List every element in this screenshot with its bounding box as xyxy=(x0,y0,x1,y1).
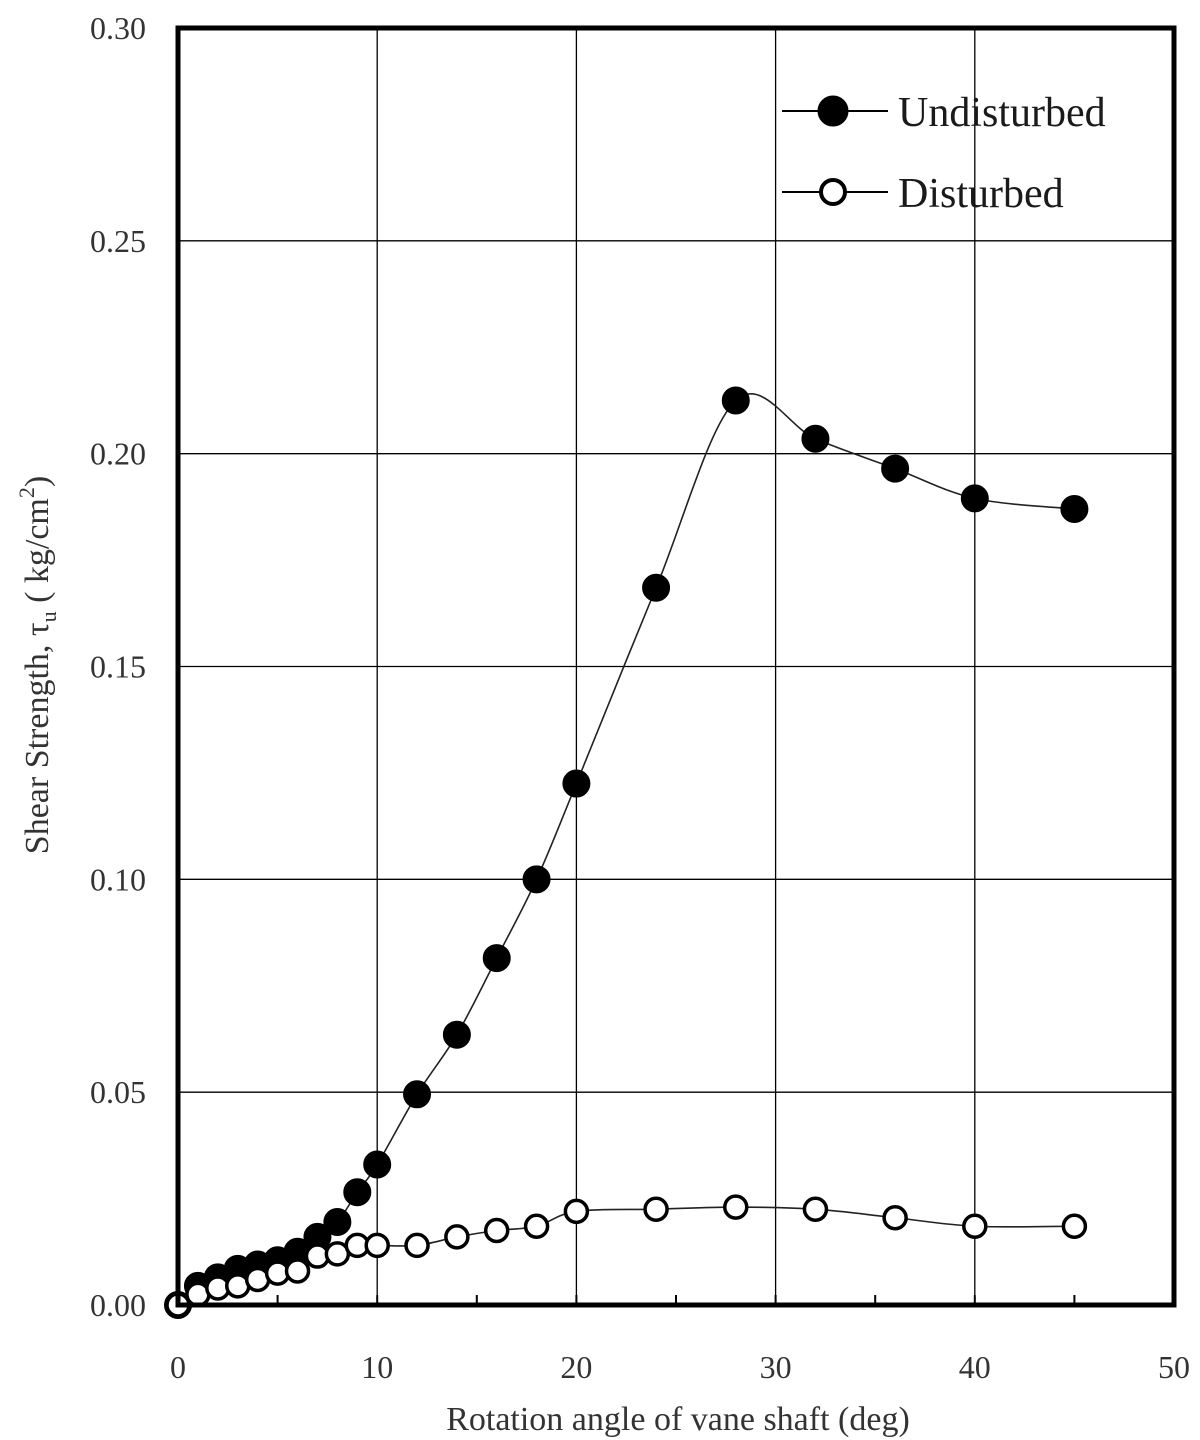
disturbed-point-10 xyxy=(364,1232,390,1259)
undisturbed-point-14 xyxy=(522,865,551,894)
undisturbed-point-11 xyxy=(403,1080,432,1109)
undisturbed-point-10 xyxy=(363,1150,392,1179)
disturbed-point-21 xyxy=(1061,1213,1088,1240)
x-tick-label-5: 50 xyxy=(1158,1349,1190,1385)
undisturbed-point-20 xyxy=(960,484,989,513)
disturbed-point-6 xyxy=(284,1258,311,1284)
y-tick-label-6: 0.30 xyxy=(90,10,146,46)
disturbed-point-12 xyxy=(444,1224,470,1250)
disturbed-point-18 xyxy=(802,1196,829,1222)
series-line-undisturbed xyxy=(177,393,1075,1306)
disturbed-point-14 xyxy=(523,1213,550,1240)
disturbed-point-13 xyxy=(483,1217,510,1244)
y-tick-label-0: 0.00 xyxy=(90,1287,146,1323)
undisturbed-point-18 xyxy=(801,424,830,453)
legend: Undisturbed Disturbed xyxy=(782,90,1106,217)
data-points xyxy=(164,386,1089,1319)
y-tick-label-5: 0.25 xyxy=(90,223,146,259)
undisturbed-point-8 xyxy=(323,1207,352,1236)
tick-labels: 0 10 20 30 40 50 0.00 0.05 0.10 0.15 0.20 0.25 0.30 xyxy=(90,10,1190,1385)
y-tick-label-3: 0.15 xyxy=(90,649,146,685)
x-tick-label-0: 0 xyxy=(170,1349,186,1385)
y-axis-title-subscript: u xyxy=(36,611,61,622)
grid-lines xyxy=(177,27,1175,1306)
undisturbed-point-12 xyxy=(442,1020,471,1049)
y-tick-label-2: 0.10 xyxy=(90,861,146,897)
disturbed-point-11 xyxy=(404,1232,430,1259)
undisturbed-point-19 xyxy=(881,454,910,483)
y-axis-title: Shear Strength, τu ( kg/cm2) xyxy=(14,476,61,854)
y-axis-title-close: ) xyxy=(19,476,56,487)
legend-label-undisturbed: Undisturbed xyxy=(898,90,1106,136)
legend-marker-undisturbed xyxy=(817,95,849,127)
undisturbed-point-17 xyxy=(721,386,750,415)
undisturbed-point-21 xyxy=(1060,495,1089,524)
plot-frame xyxy=(175,25,1177,1308)
undisturbed-point-16 xyxy=(642,573,671,602)
series-lines xyxy=(177,393,1075,1306)
legend-marker-disturbed xyxy=(819,178,847,206)
disturbed-point-15 xyxy=(563,1198,590,1225)
x-axis-title: Rotation angle of vane shaft (deg) xyxy=(446,1401,910,1438)
undisturbed-point-15 xyxy=(562,769,591,798)
y-axis-title-unit: ( kg/cm xyxy=(19,498,56,611)
y-axis-title-main: Shear Strength, τ xyxy=(19,622,56,854)
y-axis-title-superscript: 2 xyxy=(14,487,39,498)
y-tick-label-1: 0.05 xyxy=(90,1074,146,1110)
undisturbed-point-13 xyxy=(482,944,511,973)
x-tick-label-3: 30 xyxy=(760,1349,792,1385)
disturbed-point-17 xyxy=(723,1194,749,1220)
disturbed-point-20 xyxy=(962,1213,988,1240)
x-tick-label-2: 20 xyxy=(560,1349,592,1385)
disturbed-point-19 xyxy=(882,1204,908,1231)
disturbed-point-16 xyxy=(643,1196,669,1222)
x-tick-label-1: 10 xyxy=(361,1349,393,1385)
y-tick-label-4: 0.20 xyxy=(90,436,146,472)
legend-label-disturbed: Disturbed xyxy=(898,171,1064,217)
undisturbed-point-9 xyxy=(343,1178,372,1207)
x-tick-label-4: 40 xyxy=(959,1349,991,1385)
